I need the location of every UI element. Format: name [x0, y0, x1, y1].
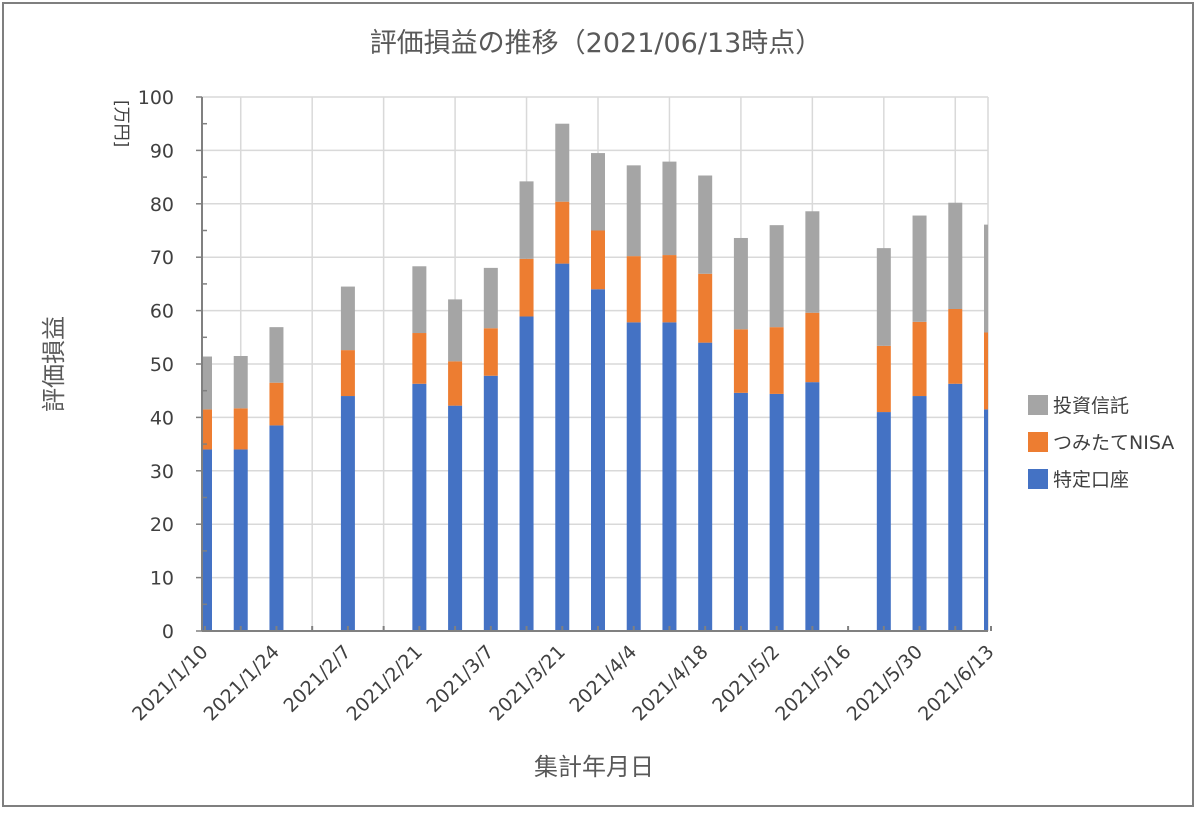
y-tick-label: 40	[150, 407, 174, 429]
bar-segment-1-2021-5-2	[769, 393, 784, 631]
bar-segment-3-2021-6-6	[948, 202, 963, 309]
bar-segment-1-2021-5-30	[912, 396, 927, 631]
chart-title: 評価損益の推移（2021/06/13時点）	[370, 28, 823, 59]
y-tick-label: 30	[150, 461, 174, 483]
bar-segment-1-2021-4-4	[626, 322, 641, 631]
bar-segment-3-2021-1-10	[202, 356, 212, 410]
y-tick-label: 0	[162, 621, 174, 643]
x-tick-labels: 2021/1/102021/1/242021/2/72021/2/212021/…	[128, 641, 998, 725]
bar-segment-2-2021-1-24	[269, 382, 284, 426]
bar-segment-3-2021-4-18	[698, 175, 713, 274]
x-tick-label: 2021/2/7	[280, 641, 356, 717]
bar-segment-3-2021-1-24	[269, 327, 284, 383]
bar-segment-3-2021-2-7	[340, 286, 355, 351]
bar-segment-3-2021-4-11	[662, 161, 677, 256]
axes	[196, 96, 992, 632]
bar-segment-2-2021-2-21	[412, 333, 427, 384]
bar-segment-3-2021-4-4	[626, 165, 641, 257]
y-tick-label: 100	[138, 87, 174, 109]
bar-segment-2-2021-4-25	[733, 329, 748, 393]
bar-segment-3-2021-5-23	[876, 248, 891, 346]
bar-segment-2-2021-3-21	[555, 201, 570, 264]
x-tick-label: 2021/4/4	[565, 641, 641, 717]
x-tick-label: 2021/5/16	[771, 641, 855, 725]
bar-segment-3-2021-2-21	[412, 266, 427, 334]
bar-segment-3-2021-5-2	[769, 225, 784, 328]
bar-segment-2-2021-1-10	[202, 409, 212, 450]
legend-label: 投資信託	[1053, 395, 1129, 417]
bar-segment-1-2021-4-25	[733, 392, 748, 631]
y-tick-labels: 0 10 20 30 40 50 60 70 80 90 100	[138, 87, 174, 643]
bar-segment-3-2021-3-14	[519, 181, 534, 259]
bar-segment-3-2021-2-28	[448, 299, 463, 362]
bar-segment-2-2021-6-6	[948, 308, 963, 384]
y-tick-label: 90	[150, 140, 174, 162]
y-tick-label: 50	[150, 354, 174, 376]
legend-label: 特定口座	[1053, 469, 1129, 491]
x-tick-label: 2021/2/21	[342, 641, 426, 725]
y-tick-label: 70	[150, 247, 174, 269]
bar-segment-2-2021-4-11	[662, 255, 677, 323]
x-tick-label: 2021/1/24	[200, 641, 284, 725]
y-tick-label: 80	[150, 194, 174, 216]
bar-segment-2-2021-3-28	[591, 230, 605, 290]
x-tick-label: 2021/4/18	[628, 641, 712, 725]
legend-swatch	[1028, 469, 1048, 489]
bar-segment-2-2021-3-7	[483, 328, 498, 376]
bar-segment-1-2021-2-7	[340, 396, 355, 631]
bar-segment-2-2021-3-14	[519, 258, 534, 317]
bar-segment-1-2021-1-10	[202, 449, 212, 631]
bar-segment-3-2021-1-17	[233, 355, 248, 409]
bar-segment-3-2021-6-13	[984, 224, 988, 333]
bar-segment-3-2021-3-21	[555, 123, 570, 202]
bar-segment-2-2021-6-13	[984, 332, 988, 410]
bar-segment-1-2021-5-9	[805, 382, 820, 631]
bar-segment-1-2021-3-21	[555, 263, 570, 631]
bar-segment-2-2021-2-28	[448, 361, 463, 406]
y-axis-label: 評価損益	[40, 316, 68, 412]
bar-segment-2-2021-4-4	[626, 256, 641, 323]
bar-segment-2-2021-5-2	[769, 327, 784, 394]
bar-series-group	[202, 123, 988, 631]
y-tick-label: 20	[150, 514, 174, 536]
bar-segment-1-2021-3-14	[519, 316, 534, 631]
bar-segment-3-2021-3-7	[483, 267, 498, 329]
bar-segment-1-2021-3-7	[483, 375, 498, 631]
bar-segment-2-2021-5-23	[876, 345, 891, 413]
bar-segment-1-2021-3-28	[591, 289, 605, 631]
y-tick-label: 10	[150, 568, 174, 590]
y-axis-unit: [万円]	[111, 100, 131, 147]
legend-swatch	[1028, 432, 1048, 452]
x-tick-label: 2021/1/10	[128, 641, 212, 725]
bar-segment-1-2021-2-21	[412, 383, 427, 631]
bar-segment-2-2021-5-9	[805, 312, 820, 383]
bar-segment-1-2021-6-6	[948, 383, 963, 631]
bar-segment-1-2021-4-11	[662, 322, 677, 631]
bar-segment-3-2021-4-25	[733, 237, 748, 330]
legend-swatch	[1028, 395, 1048, 415]
x-axis-label: 集計年月日	[534, 753, 654, 781]
bar-segment-2-2021-1-17	[233, 408, 248, 450]
bar-segment-1-2021-6-13	[984, 409, 988, 631]
x-tick-label: 2021/6/13	[914, 641, 998, 725]
x-tick-label: 2021/5/30	[843, 641, 927, 725]
x-tick-label: 2021/3/21	[485, 641, 569, 725]
bar-segment-2-2021-5-30	[912, 321, 927, 397]
y-tick-label: 60	[150, 301, 174, 323]
x-tick-label: 2021/5/2	[708, 641, 784, 717]
bar-segment-1-2021-2-28	[448, 405, 463, 631]
bar-segment-2-2021-4-18	[698, 273, 713, 343]
legend-label: つみたてNISA	[1053, 432, 1174, 454]
x-tick-label: 2021/3/7	[422, 641, 498, 717]
bar-segment-3-2021-5-30	[912, 215, 927, 322]
bar-segment-3-2021-5-9	[805, 211, 820, 313]
bar-segment-2-2021-2-7	[340, 350, 355, 397]
bar-segment-1-2021-5-23	[876, 412, 891, 631]
bar-segment-1-2021-4-18	[698, 342, 713, 631]
bar-segment-1-2021-1-24	[269, 425, 284, 631]
bar-segment-3-2021-3-28	[591, 153, 605, 231]
bar-segment-1-2021-1-17	[233, 449, 248, 631]
